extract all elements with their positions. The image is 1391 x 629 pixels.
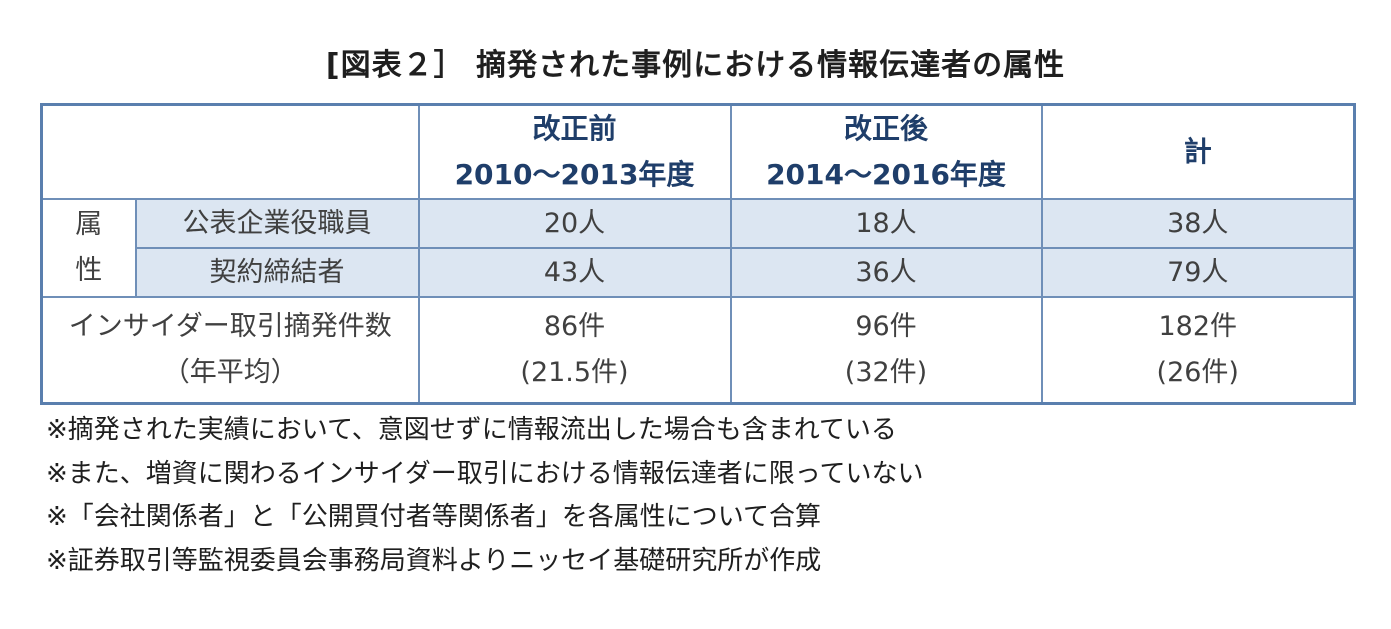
header-before: 改正前 2010～2013年度 [417,103,732,200]
cell-before: 43人 [417,247,732,298]
summary-label-line2: （年平均） [162,357,298,388]
cell-after: 18人 [729,198,1043,249]
header-after: 改正後 2014～2016年度 [729,103,1043,200]
header-empty-cell [40,103,420,200]
summary-label: インサイダー取引摘発件数 （年平均） [40,296,420,405]
note-line: ※摘発された実績において、意図せずに情報流出した場合も含まれている [46,415,897,445]
summary-after-line2: (32件) [844,357,928,388]
summary-before-line1: 86件 [543,311,606,342]
note-line: ※証券取引等監視委員会事務局資料よりニッセイ基礎研究所が作成 [46,545,822,576]
summary-after-line1: 96件 [855,311,917,342]
header-before-line2: 2010～2013年度 [454,158,695,191]
page-title: [図表２］ 摘発された事例における情報伝達者の属性 [325,48,1066,83]
table-row: 属 性 公表企業役職員 20人 18人 38人 [40,198,1356,298]
cell-total: 79人 [1040,247,1356,298]
cell-total: 38人 [1040,198,1356,249]
summary-after: 96件 (32件) [729,296,1043,405]
note-line: ※「会社関係者」と「公開買付者等関係者」を各属性について合算 [46,502,822,532]
row-label: 契約締結者 [134,247,420,298]
summary-total-line2: (26件) [1156,357,1239,388]
summary-before: 86件 (21.5件) [417,296,732,405]
header-after-line1: 改正後 [843,112,928,145]
table-row: 契約締結者 43人 36人 79人 [42,247,1356,298]
summary-total-line1: 182件 [1158,311,1238,342]
header-before-line1: 改正前 [532,112,617,145]
attribute-label-line2: 性 [75,255,103,286]
cell-after: 36人 [729,247,1043,298]
header-total: 計 [1040,103,1356,200]
attribute-label: 属 性 [40,198,137,298]
table-header-row: 改正前 2010～2013年度 改正後 2014～2016年度 計 [40,103,1356,200]
attribute-table: 改正前 2010～2013年度 改正後 2014～2016年度 計 属 性 公表… [40,103,1356,405]
note-line: ※また、増資に関わるインサイダー取引における情報伝達者に限っていない [46,458,924,489]
summary-label-line1: インサイダー取引摘発件数 [68,311,392,342]
row-label: 公表企業役職員 [134,198,420,249]
cell-before: 20人 [417,198,732,249]
summary-row: インサイダー取引摘発件数 （年平均） 86件 (21.5件) 96件 (32件)… [40,296,1356,405]
attribute-label-line1: 属 [75,209,103,240]
header-after-line2: 2014～2016年度 [766,158,1006,191]
notes: ※摘発された実績において、意図せずに情報流出した場合も含まれている ※また、増資… [46,409,923,583]
summary-before-line2: (21.5件) [520,357,629,388]
summary-total: 182件 (26件) [1040,296,1356,405]
